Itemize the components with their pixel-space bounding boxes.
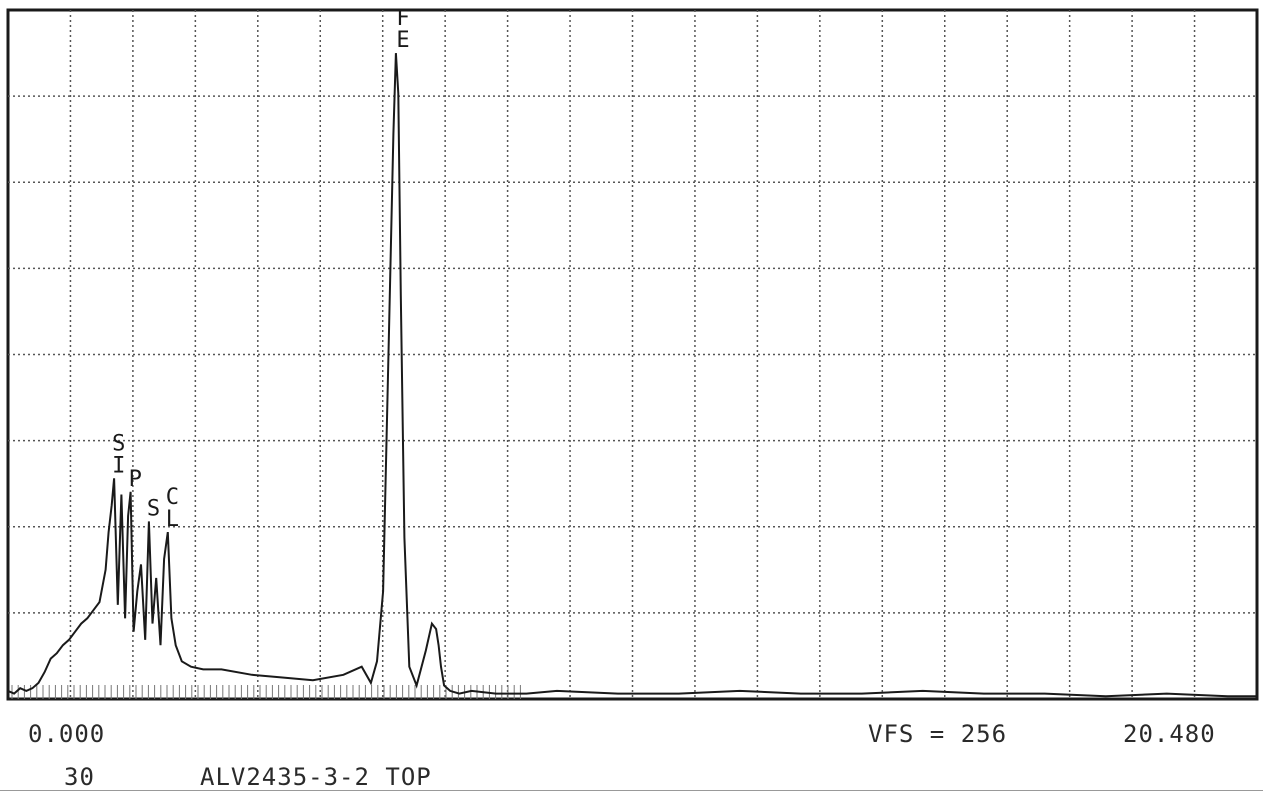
- plot-grid: [8, 10, 1257, 699]
- peak-label-s: S: [147, 496, 160, 521]
- peak-label-si: S: [112, 431, 125, 456]
- peak-label-fe: F: [396, 6, 409, 31]
- spectrum-trace: [7, 53, 1257, 698]
- peak-label-p: P: [129, 467, 142, 492]
- peak-label-fe: E: [396, 28, 409, 53]
- footer-rule: [0, 790, 1263, 791]
- sample-id: ALV2435-3-2 TOP: [200, 763, 432, 791]
- peak-label-cl: C: [166, 485, 179, 510]
- baseline-ticks: [11, 685, 521, 699]
- x-axis-end-value: 20.480: [1123, 720, 1216, 748]
- peak-label-cl: L: [166, 507, 179, 532]
- run-number: 30: [64, 763, 95, 791]
- peak-label-si: I: [112, 453, 125, 478]
- x-axis-start-value: 0.000: [28, 720, 106, 748]
- vertical-full-scale-readout: VFS = 256: [868, 720, 1008, 748]
